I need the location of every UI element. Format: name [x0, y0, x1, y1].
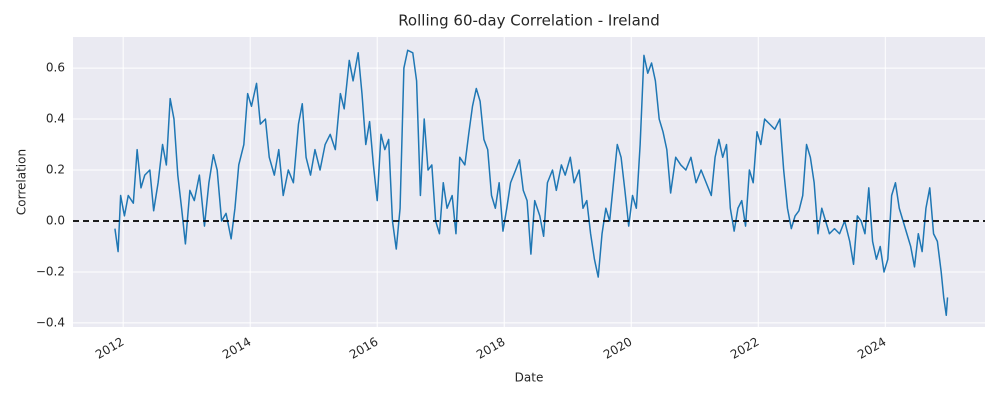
chart-title: Rolling 60-day Correlation - Ireland: [398, 12, 660, 30]
x-tick-label: 2014: [220, 335, 253, 362]
y-tick-label: −0.4: [36, 315, 65, 329]
x-tick-label: 2016: [347, 335, 380, 362]
y-tick-label: 0.2: [46, 163, 65, 177]
x-tick-label: 2022: [728, 335, 761, 362]
line-series: [114, 49, 949, 317]
x-tick-label: 2024: [855, 335, 888, 362]
y-tick-label: 0.0: [46, 213, 65, 227]
x-axis-label: Date: [515, 371, 544, 385]
y-axis-label: Correlation: [15, 149, 29, 215]
y-tick-label: 0.6: [46, 61, 65, 75]
plot-area: [73, 37, 985, 327]
x-tick-label: 2012: [93, 335, 126, 362]
y-tick-label: 0.4: [46, 112, 65, 126]
y-tick-label: −0.2: [36, 264, 65, 278]
x-tick-label: 2018: [474, 335, 507, 362]
x-tick-label: 2020: [601, 335, 634, 362]
